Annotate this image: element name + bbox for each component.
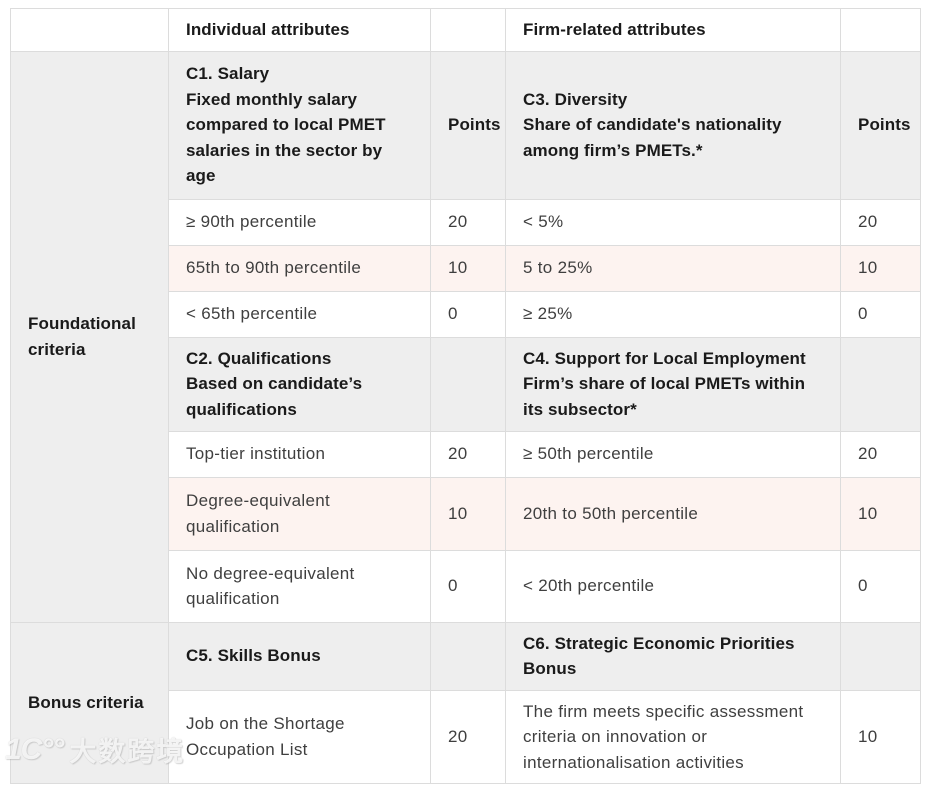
criterion-c5-skills-bonus: C5. Skills Bonus [168,621,431,691]
table-row: < 65th percentile 0 ≥ 25% 0 [11,290,921,338]
criteria-row-c2-c4: C2. Qualifications Based on candidate’s … [11,336,921,432]
support-tier-2-points: 10 [840,476,921,551]
table-header-row: Individual attributes Firm-related attri… [10,8,921,52]
c6-heading: C6. Strategic Economic Priorities Bonus [523,633,795,679]
support-tier-1-label: ≥ 50th percentile [505,430,841,478]
bonus-criteria-label: Bonus criteria [10,621,169,784]
criterion-c4-support-local-employment: C4. Support for Local Employment Firm’s … [505,336,841,432]
sep-bonus-points: 10 [840,689,921,784]
support-tier-1-points: 20 [840,430,921,478]
table-row: No degree-equivalent qualification 0 < 2… [11,549,921,623]
diversity-tier-1-label: < 5% [505,198,841,246]
qualification-tier-2-points: 10 [430,476,506,551]
individual-points-spacer-cell [430,8,506,52]
c2-description: Based on candidate’s qualifications [186,374,363,419]
c5-heading: C5. Skills Bonus [186,646,321,666]
support-tier-3-label: < 20th percentile [505,549,841,623]
c4-heading: C4. Support for Local Employment [523,348,806,368]
c1-description: Fixed monthly salary compared to local P… [186,89,386,186]
corner-empty-cell [10,8,169,52]
criterion-c2-qualifications: C2. Qualifications Based on candidate’s … [168,336,431,432]
diversity-tier-2-points: 10 [840,244,921,292]
salary-tier-1-label: ≥ 90th percentile [168,198,431,246]
skills-bonus-label: Job on the Shortage Occupation List [168,689,431,784]
qualification-tier-3-points: 0 [430,549,506,623]
table-row: Job on the Shortage Occupation List 20 T… [11,689,921,784]
c3-heading: C3. Diversity [523,89,628,109]
c4-points-empty-cell [840,336,921,432]
diversity-tier-1-points: 20 [840,198,921,246]
table-row: Top-tier institution 20 ≥ 50th percentil… [11,430,921,478]
criterion-c3-diversity: C3. Diversity Share of candidate's natio… [505,50,841,200]
table-row: 65th to 90th percentile 10 5 to 25% 10 [11,244,921,292]
c5-points-empty-cell [430,621,506,691]
c2-points-empty-cell [430,336,506,432]
c2-heading: C2. Qualifications [186,348,332,368]
diversity-tier-2-label: 5 to 25% [505,244,841,292]
criterion-c6-strategic-economic-priorities: C6. Strategic Economic Priorities Bonus [505,621,841,691]
compass-points-table-wrap: Individual attributes Firm-related attri… [10,8,921,784]
skills-bonus-points: 20 [430,689,506,784]
support-tier-3-points: 0 [840,549,921,623]
firm-attributes-header: Firm-related attributes [505,8,841,52]
points-header-firm: Points [840,50,921,200]
sep-bonus-label: The firm meets specific assessment crite… [505,689,841,784]
c1-heading: C1. Salary [186,64,270,84]
foundational-criteria-label: Foundational criteria [10,50,169,623]
c3-description: Share of candidate's nationality among f… [523,115,782,160]
criteria-row-c1-c3: Foundational criteria C1. Salary Fixed m… [10,50,921,623]
compass-points-table: Individual attributes Firm-related attri… [10,8,921,784]
individual-attributes-header: Individual attributes [168,8,431,52]
table-row: ≥ 90th percentile 20 < 5% 20 [11,198,921,246]
firm-points-spacer-cell [840,8,921,52]
points-header-individual: Points [430,50,506,200]
criterion-c1-salary: C1. Salary Fixed monthly salary compared… [168,50,431,200]
salary-tier-3-label: < 65th percentile [168,290,431,338]
salary-tier-3-points: 0 [430,290,506,338]
c4-description: Firm’s share of local PMETs within its s… [523,374,806,419]
qualification-tier-1-points: 20 [430,430,506,478]
c6-points-empty-cell [840,621,921,691]
salary-tier-2-points: 10 [430,244,506,292]
criteria-row-c5-c6: Bonus criteria C5. Skills Bonus C6. Stra… [10,621,921,784]
support-tier-2-label: 20th to 50th percentile [505,476,841,551]
qualification-tier-2-label: Degree-equivalent qualification [168,476,431,551]
qualification-tier-1-label: Top-tier institution [168,430,431,478]
salary-tier-2-label: 65th to 90th percentile [168,244,431,292]
diversity-tier-3-points: 0 [840,290,921,338]
qualification-tier-3-label: No degree-equivalent qualification [168,549,431,623]
salary-tier-1-points: 20 [430,198,506,246]
diversity-tier-3-label: ≥ 25% [505,290,841,338]
